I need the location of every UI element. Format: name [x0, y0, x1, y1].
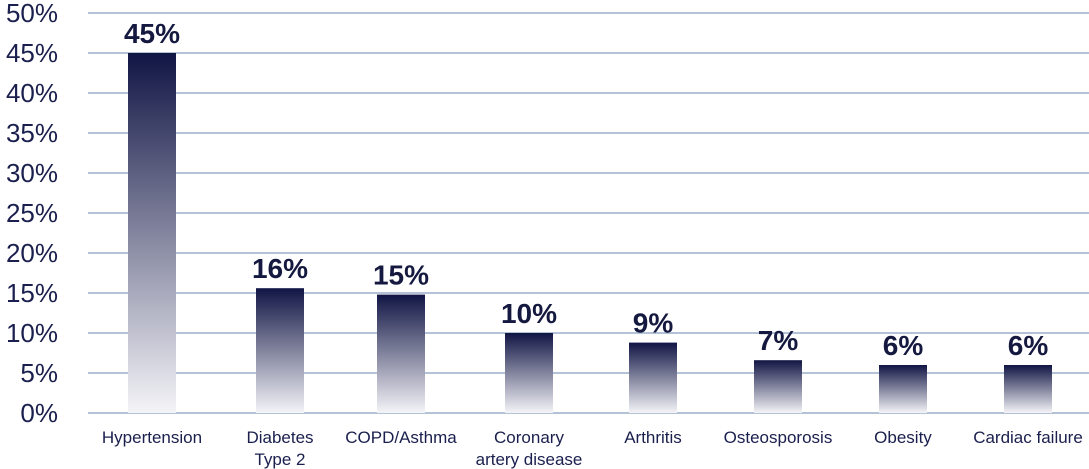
y-tick-label: 30%	[6, 158, 58, 188]
category-label-line: Obesity	[874, 428, 932, 447]
y-tick-label: 10%	[6, 318, 58, 348]
category-label-line: artery disease	[476, 450, 583, 469]
y-tick-label: 40%	[6, 78, 58, 108]
y-tick-label: 5%	[20, 358, 58, 388]
category-label-line: Coronary	[494, 428, 564, 447]
y-tick-label: 15%	[6, 278, 58, 308]
y-tick-label: 35%	[6, 118, 58, 148]
category-label: Osteosporosis	[724, 428, 833, 447]
category-label-line: Osteosporosis	[724, 428, 833, 447]
data-label: 6%	[883, 330, 924, 361]
data-label: 15%	[373, 260, 429, 291]
category-label: COPD/Asthma	[345, 428, 457, 447]
category-label: Diabetes Type 2	[246, 428, 313, 469]
y-axis: 0% 5% 10% 15% 20% 25% 30% 35% 40% 45% 50%	[6, 0, 58, 428]
y-tick-label: 50%	[6, 0, 58, 28]
category-label: Obesity	[874, 428, 932, 447]
category-label: Cardiac failure	[973, 428, 1083, 447]
category-label-line: Cardiac failure	[973, 428, 1083, 447]
data-labels: 45% 16% 15% 10% 9% 7% 6% 6%	[124, 18, 1048, 361]
data-label: 7%	[758, 325, 799, 356]
bar	[1004, 365, 1052, 413]
data-label: 16%	[252, 253, 308, 284]
category-label-line: Arthritis	[624, 428, 682, 447]
y-tick-label: 20%	[6, 238, 58, 268]
category-label-line: Type 2	[254, 450, 305, 469]
y-tick-label: 25%	[6, 198, 58, 228]
data-label: 6%	[1008, 330, 1049, 361]
x-axis: Hypertension Diabetes Type 2 COPD/Asthma Cor…	[102, 428, 1083, 469]
bar	[128, 53, 176, 413]
category-label: Arthritis	[624, 428, 682, 447]
bar	[629, 342, 677, 413]
y-tick-label: 0%	[20, 398, 58, 428]
bar	[256, 288, 304, 413]
bar	[377, 294, 425, 413]
bar	[879, 365, 927, 413]
data-label: 45%	[124, 18, 180, 49]
category-label: Hypertension	[102, 428, 202, 447]
y-tick-label: 45%	[6, 38, 58, 68]
category-label-line: Hypertension	[102, 428, 202, 447]
bar	[754, 360, 802, 413]
bars	[128, 53, 1052, 413]
category-label: Coronary artery disease	[476, 428, 583, 469]
gridlines	[88, 12, 1089, 414]
data-label: 9%	[633, 308, 674, 339]
data-label: 10%	[501, 298, 557, 329]
category-label-line: COPD/Asthma	[345, 428, 457, 447]
category-label-line: Diabetes	[246, 428, 313, 447]
bar	[505, 333, 553, 413]
